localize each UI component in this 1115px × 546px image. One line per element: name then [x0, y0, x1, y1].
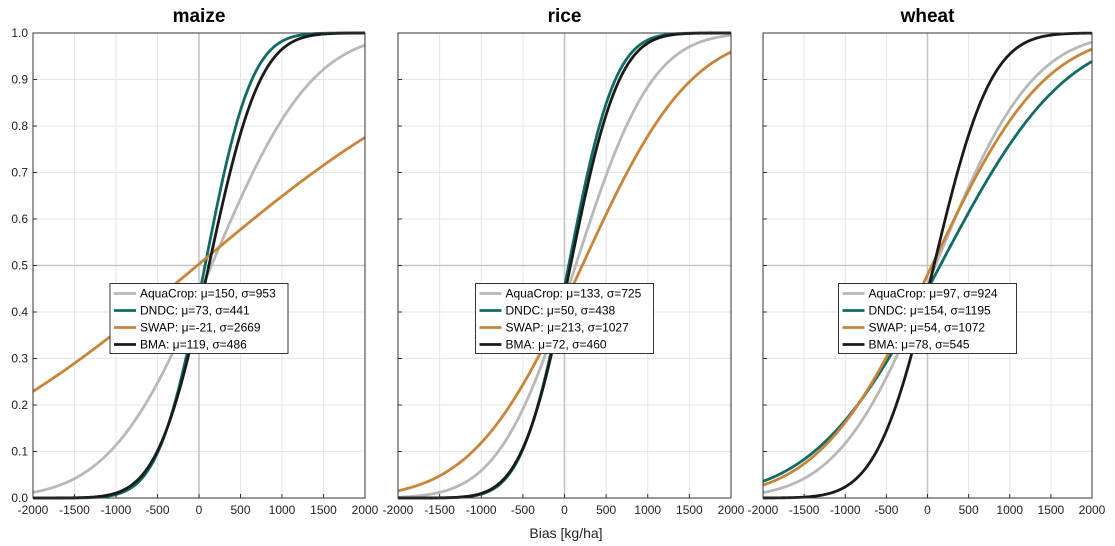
legend: AquaCrop: μ=133, σ=725 DNDC: μ=50, σ=438 S… — [475, 283, 654, 354]
legend-entry-dndc: DNDC: μ=50, σ=438 — [506, 304, 616, 318]
x-tick-label: 500 — [596, 503, 616, 517]
y-tick-label: 1.0 — [11, 26, 28, 40]
x-tick-label: 1500 — [676, 503, 703, 517]
legend-model-name: DNDC: — [506, 304, 547, 318]
legend-parameters: μ=-21, σ=2669 — [182, 321, 261, 335]
panel-rice: -2000 -1500 -1000 -500 0 500 1000 1500 2000 rice A… — [383, 6, 745, 517]
x-tick-label: -1000 — [466, 503, 497, 517]
y-tick-label: 0.5 — [11, 259, 28, 273]
panel-wheat: -2000 -1500 -1000 -500 0 500 1000 1500 2000 wheat… — [748, 6, 1106, 517]
x-tick-label: 0 — [561, 503, 568, 517]
x-tick-label: -1500 — [789, 503, 820, 517]
legend-parameters: μ=50, σ=438 — [547, 304, 616, 318]
legend-parameters: μ=213, σ=1027 — [547, 321, 629, 335]
x-tick-label: 1000 — [996, 503, 1023, 517]
legend-model-name: SWAP: — [140, 321, 182, 335]
legend-entry-swap: SWAP: μ=54, σ=1072 — [869, 321, 986, 335]
legend-model-name: SWAP: — [869, 321, 911, 335]
legend-parameters: μ=119, σ=486 — [173, 338, 247, 352]
x-tick-label: 500 — [230, 503, 250, 517]
x-tick-label: -2000 — [383, 503, 414, 517]
legend-parameters: μ=154, σ=1195 — [910, 304, 991, 318]
x-tick-label: 0 — [924, 503, 931, 517]
legend-entry-bma: BMA: μ=119, σ=486 — [140, 338, 247, 352]
legend-entry-aquacrop: AquaCrop: μ=133, σ=725 — [506, 287, 642, 301]
legend-entry-aquacrop: AquaCrop: μ=97, σ=924 — [869, 287, 998, 301]
y-tick-label: 0.8 — [11, 119, 28, 133]
x-tick-label: -1500 — [59, 503, 90, 517]
x-tick-label: 2000 — [352, 503, 379, 517]
legend-entry-swap: SWAP: μ=213, σ=1027 — [506, 321, 630, 335]
legend-entry-dndc: DNDC: μ=73, σ=441 — [140, 304, 250, 318]
legend-parameters: μ=72, σ=460 — [538, 338, 607, 352]
legend-box — [838, 283, 1017, 354]
legend-parameters: μ=54, σ=1072 — [910, 321, 985, 335]
legend-parameters: μ=133, σ=725 — [566, 287, 641, 301]
x-tick-label: 1500 — [310, 503, 337, 517]
series-line-swap — [32, 136, 366, 393]
x-axis-label: Bias [kg/ha] — [529, 525, 602, 541]
x-tick-label: 0 — [196, 503, 203, 517]
x-tick-label: 2000 — [718, 503, 745, 517]
legend-box — [109, 283, 289, 354]
panel-maize: -2000 -1500 -1000 -500 0 500 1000 1500 2000 0.0 0.… — [11, 6, 378, 517]
legend-entry-dndc: DNDC: μ=154, σ=1195 — [869, 304, 992, 318]
legend-model-name: BMA: — [869, 338, 902, 352]
legend-model-name: BMA: — [506, 338, 539, 352]
x-tick-label: -2000 — [18, 503, 49, 517]
y-tick-label: 0.4 — [11, 305, 28, 319]
panel-title: maize — [173, 6, 226, 27]
legend-model-name: DNDC: — [140, 304, 181, 318]
x-tick-label: -500 — [145, 503, 169, 517]
x-tick-label: -1500 — [424, 503, 455, 517]
legend-entry-aquacrop: AquaCrop: μ=150, σ=953 — [140, 287, 276, 301]
x-tick-label: -500 — [874, 503, 898, 517]
legend-parameters: μ=97, σ=924 — [929, 287, 998, 301]
legend-model-name: AquaCrop: — [869, 287, 930, 301]
legend-entry-bma: BMA: μ=78, σ=545 — [869, 338, 970, 352]
x-tick-label: -1000 — [101, 503, 132, 517]
legend-model-name: SWAP: — [506, 321, 548, 335]
legend-box — [475, 283, 654, 354]
x-tick-label: -500 — [511, 503, 535, 517]
x-tick-label: 500 — [959, 503, 979, 517]
x-tick-label: 1000 — [269, 503, 296, 517]
legend-parameters: μ=73, σ=441 — [181, 304, 250, 318]
legend-model-name: DNDC: — [869, 304, 910, 318]
y-tick-label: 0.2 — [11, 398, 28, 412]
y-tick-label: 0.0 — [11, 491, 28, 505]
legend-parameters: μ=150, σ=953 — [201, 287, 276, 301]
x-tick-label: 2000 — [1079, 503, 1106, 517]
x-tick-label: 1000 — [634, 503, 661, 517]
panel-title: wheat — [900, 6, 956, 27]
y-tick-label: 0.3 — [11, 352, 28, 366]
x-tick-label: -1000 — [830, 503, 861, 517]
y-tick-label: 0.6 — [11, 212, 28, 226]
y-tick-label: 0.1 — [11, 445, 28, 459]
legend-model-name: AquaCrop: — [506, 287, 567, 301]
legend-model-name: BMA: — [140, 338, 173, 352]
legend-parameters: μ=78, σ=545 — [901, 338, 970, 352]
series-line-swap — [762, 47, 1093, 487]
x-tick-label: 1500 — [1038, 503, 1065, 517]
legend: AquaCrop: μ=150, σ=953 DNDC: μ=73, σ=441 S… — [109, 283, 289, 354]
y-tick-label: 0.7 — [11, 166, 28, 180]
legend-model-name: AquaCrop: — [140, 287, 201, 301]
legend-entry-swap: SWAP: μ=-21, σ=2669 — [140, 321, 261, 335]
legend-entry-bma: BMA: μ=72, σ=460 — [506, 338, 607, 352]
y-tick-label: 0.9 — [11, 73, 28, 87]
x-tick-label: -2000 — [748, 503, 779, 517]
panel-title: rice — [548, 6, 582, 27]
legend: AquaCrop: μ=97, σ=924 DNDC: μ=154, σ=1195… — [838, 283, 1017, 354]
